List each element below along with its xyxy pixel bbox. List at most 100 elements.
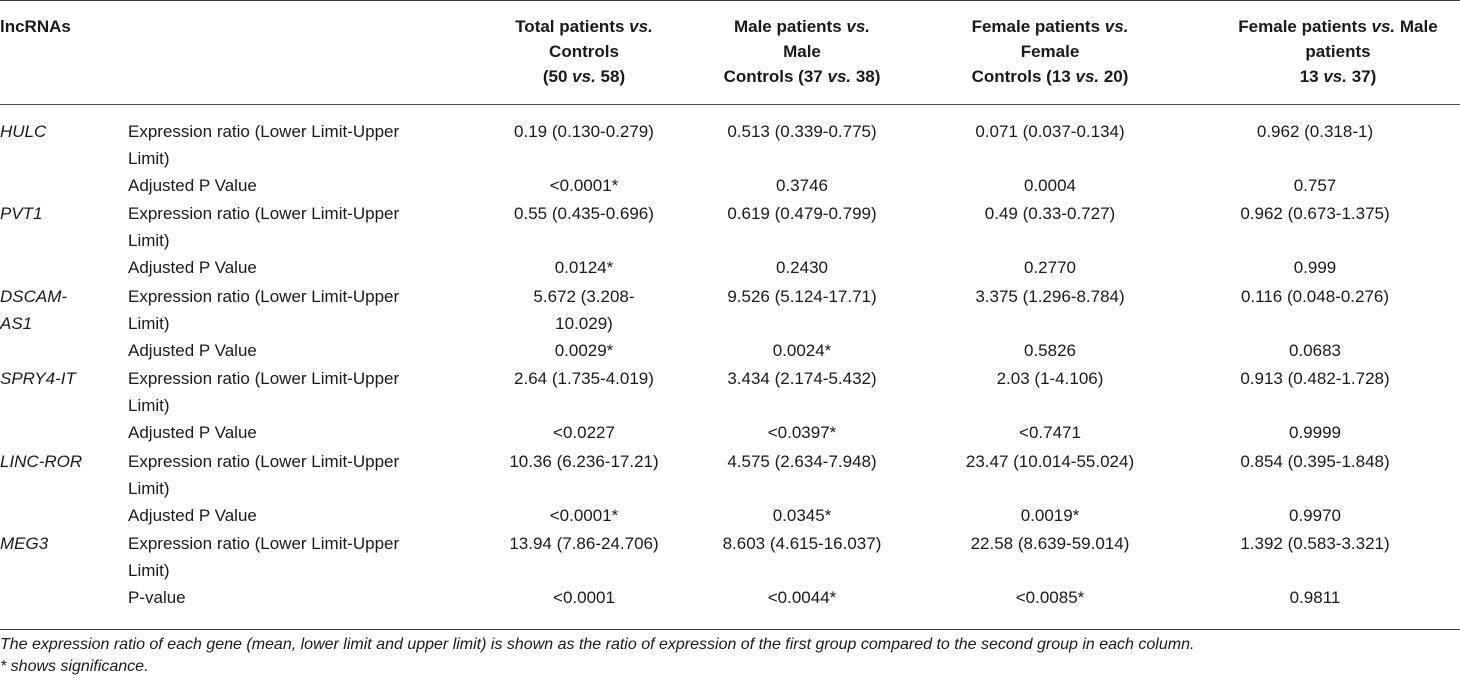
expression-ratio-label: Expression ratio (Lower Limit-Upper Limit… bbox=[128, 365, 468, 419]
column-header-line: Controls bbox=[464, 39, 704, 64]
footnote-significance: * shows significance. bbox=[0, 658, 149, 675]
label-line: Limit) bbox=[128, 479, 170, 498]
expression-ratio-cell: 5.672 (3.208- 10.029) bbox=[480, 283, 688, 337]
header-vs: vs. bbox=[1104, 17, 1129, 36]
p-value-cell: 0.0124* bbox=[554, 258, 614, 277]
expression-ratio-cell: 0.513 (0.339-0.775) bbox=[688, 118, 916, 145]
header-text: 37) bbox=[1346, 67, 1377, 86]
gene-name-line: AS1 bbox=[0, 314, 33, 333]
expression-ratio-cell: 13.94 (7.86-24.706) bbox=[480, 530, 688, 557]
p-value-cell: 0.3746 bbox=[776, 176, 828, 195]
expression-ratio-cell: 0.19 (0.130-0.279) bbox=[480, 118, 688, 145]
gene-name-line: SPRY4-IT bbox=[0, 369, 76, 388]
expression-ratio-cell: 0.962 (0.318-1) bbox=[1170, 118, 1460, 145]
cell-line: 0.513 (0.339-0.775) bbox=[727, 122, 877, 141]
cell-line: 10.029) bbox=[555, 314, 613, 333]
table-top-rule bbox=[0, 0, 1460, 1]
gene-name-line: MEG3 bbox=[0, 534, 49, 553]
label-line: Limit) bbox=[128, 231, 170, 250]
cell-line: 4.575 (2.634-7.948) bbox=[727, 452, 877, 471]
cell-line: 2.03 (1-4.106) bbox=[996, 369, 1104, 388]
p-value-cell: 0.0029* bbox=[554, 341, 614, 360]
header-text: 58) bbox=[595, 67, 626, 86]
expression-ratio-cell: 1.392 (0.583-3.321) bbox=[1170, 530, 1460, 557]
header-vs: vs. bbox=[846, 17, 871, 36]
label-line: Limit) bbox=[128, 561, 170, 580]
gene-name: SPRY4-IT bbox=[0, 365, 110, 392]
p-value-cell: 0.0019* bbox=[1020, 506, 1080, 525]
column-header-line: Controls (37 vs. 38) bbox=[682, 64, 922, 89]
p-value-cell: 0.0345* bbox=[772, 506, 832, 525]
p-value-cell: <0.0227 bbox=[553, 423, 615, 442]
gene-name: LINC-ROR bbox=[0, 448, 110, 475]
expression-ratio-cell: 10.36 (6.236-17.21) bbox=[480, 448, 688, 475]
cell-line: 0.913 (0.482-1.728) bbox=[1240, 369, 1390, 388]
cell-line: 0.854 (0.395-1.848) bbox=[1240, 452, 1390, 471]
column-header-line: Female patients vs. Male bbox=[1188, 14, 1460, 39]
p-value-label: Adjusted P Value bbox=[128, 341, 257, 360]
gene-name-line: DSCAM- bbox=[0, 287, 68, 306]
expression-ratio-cell: 0.55 (0.435-0.696) bbox=[480, 200, 688, 227]
table-bottom-rule bbox=[0, 629, 1460, 630]
header-text: 13 bbox=[1299, 67, 1324, 86]
header-rule bbox=[0, 104, 1460, 105]
p-value-cell: <0.0001* bbox=[549, 506, 619, 525]
cell-line: 0.19 (0.130-0.279) bbox=[514, 122, 654, 141]
cell-line: 23.47 (10.014-55.024) bbox=[965, 452, 1135, 471]
cell-line: 0.55 (0.435-0.696) bbox=[514, 204, 654, 223]
header-text: Male bbox=[1395, 17, 1438, 36]
column-header-line: Male bbox=[682, 39, 922, 64]
expression-ratio-cell: 0.913 (0.482-1.728) bbox=[1170, 365, 1460, 392]
p-value-cell: <0.0397* bbox=[767, 423, 837, 442]
label-line: Expression ratio (Lower Limit-Upper bbox=[128, 287, 400, 306]
expression-ratio-cell: 3.434 (2.174-5.432) bbox=[688, 365, 916, 392]
expression-ratio-cell: 0.854 (0.395-1.848) bbox=[1170, 448, 1460, 475]
column-header-line: patients bbox=[1188, 39, 1460, 64]
p-value-cell: <0.0044* bbox=[767, 588, 837, 607]
expression-ratio-cell: 23.47 (10.014-55.024) bbox=[930, 448, 1170, 475]
header-text: Male bbox=[783, 42, 821, 61]
p-value-cell: 0.2430 bbox=[776, 258, 828, 277]
header-text: Female patients bbox=[1238, 17, 1372, 36]
p-value-label: P-value bbox=[128, 588, 186, 607]
footnote-explanation: The expression ratio of each gene (mean,… bbox=[0, 636, 1195, 653]
header-lncrnas: lncRNAs bbox=[0, 17, 71, 36]
cell-line: 9.526 (5.124-17.71) bbox=[727, 287, 877, 306]
header-text: Female patients bbox=[971, 17, 1105, 36]
column-header-line: Male patients vs. bbox=[682, 14, 922, 39]
column-header-line: Female patients vs. bbox=[920, 14, 1180, 39]
cell-line: 2.64 (1.735-4.019) bbox=[514, 369, 654, 388]
label-line: Expression ratio (Lower Limit-Upper bbox=[128, 452, 400, 471]
cell-line: 0.962 (0.673-1.375) bbox=[1240, 204, 1390, 223]
expression-ratio-label: Expression ratio (Lower Limit-Upper Limit… bbox=[128, 448, 468, 502]
cell-line: 22.58 (8.639-59.014) bbox=[970, 534, 1130, 553]
header-text: Controls (13 bbox=[971, 67, 1076, 86]
header-text: 20) bbox=[1099, 67, 1129, 86]
expression-ratio-cell: 0.071 (0.037-0.134) bbox=[930, 118, 1170, 145]
label-line: Expression ratio (Lower Limit-Upper bbox=[128, 369, 400, 388]
p-value-label: Adjusted P Value bbox=[128, 506, 257, 525]
cell-line: 1.392 (0.583-3.321) bbox=[1240, 534, 1390, 553]
expression-ratio-cell: 0.962 (0.673-1.375) bbox=[1170, 200, 1460, 227]
p-value-cell: 0.0683 bbox=[1289, 341, 1341, 360]
header-vs: vs. bbox=[827, 67, 852, 86]
p-value-cell: 0.999 bbox=[1293, 258, 1337, 277]
cell-line: 13.94 (7.86-24.706) bbox=[509, 534, 659, 553]
p-value-cell: 0.0004 bbox=[1024, 176, 1076, 195]
cell-line: 3.434 (2.174-5.432) bbox=[727, 369, 877, 388]
header-text: 38) bbox=[851, 67, 881, 86]
gene-name-line: PVT1 bbox=[0, 204, 43, 223]
p-value-cell: <0.7471 bbox=[1019, 423, 1081, 442]
column-header-3: Female patients vs. Female Controls (13 vs… bbox=[920, 14, 1180, 89]
expression-ratio-cell: 4.575 (2.634-7.948) bbox=[688, 448, 916, 475]
p-value-cell: 0.9811 bbox=[1289, 588, 1341, 607]
gene-name-line: HULC bbox=[0, 122, 47, 141]
column-header-line: (50 vs. 58) bbox=[464, 64, 704, 89]
cell-line: 0.962 (0.318-1) bbox=[1256, 122, 1374, 141]
p-value-cell: 0.757 bbox=[1293, 176, 1337, 195]
label-line: Limit) bbox=[128, 396, 170, 415]
expression-ratio-cell: 0.49 (0.33-0.727) bbox=[930, 200, 1170, 227]
column-header-1: Total patients vs. Controls (50 vs. 58) bbox=[464, 14, 704, 89]
p-value-cell: <0.0085* bbox=[1015, 588, 1085, 607]
